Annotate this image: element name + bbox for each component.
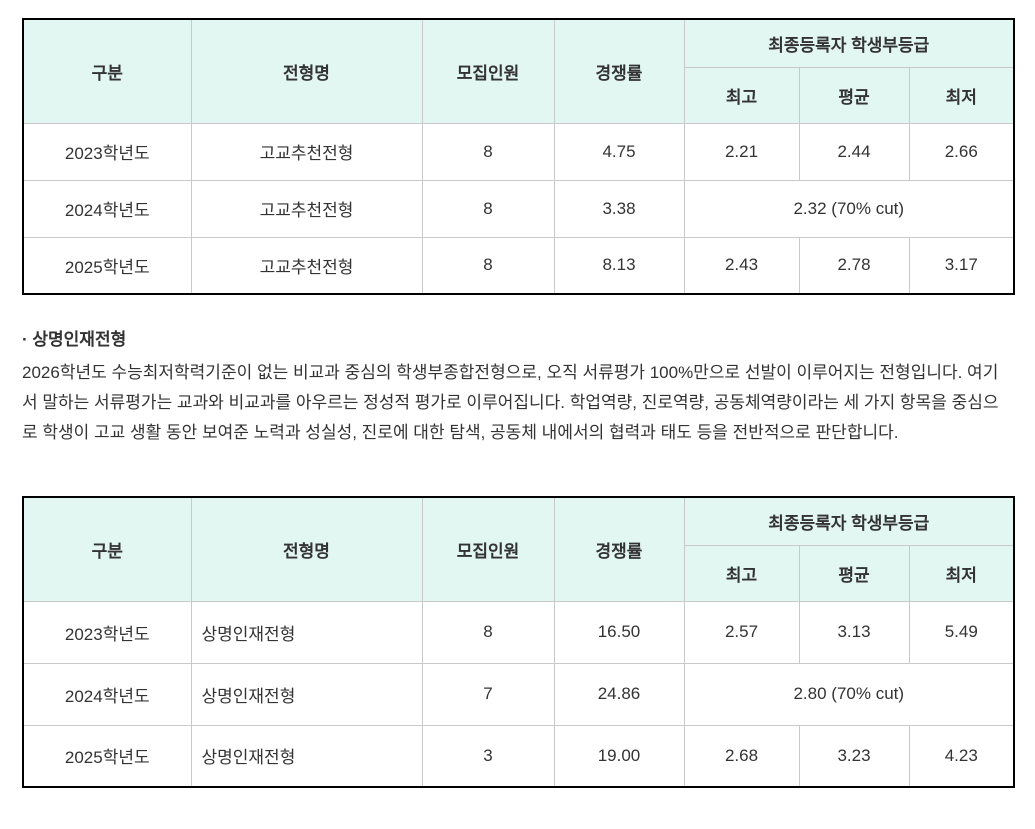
grade-merged-cell: 2.32 (70% cut)	[683, 179, 1015, 238]
header-category: 구분	[22, 18, 192, 124]
header-grade-high: 최고	[683, 544, 800, 602]
header-admission: 전형명	[190, 496, 423, 602]
table-row: 2023학년도 상명인재전형 8 16.50 2.57 3.13 5.49	[22, 600, 1015, 664]
admission-table-gyogyo: 구분 전형명 모집인원 경쟁률 최종등록자 학생부등급 최고 평균 최저 202…	[22, 18, 1016, 295]
header-grade-high: 최고	[683, 66, 800, 124]
year-cell: 2023학년도	[22, 600, 192, 664]
grade-avg-cell: 3.23	[798, 724, 910, 788]
header-quota: 모집인원	[421, 496, 555, 602]
grade-low-cell: 3.17	[908, 236, 1015, 295]
grade-low-cell: 4.23	[908, 724, 1015, 788]
table2-wrapper: 구분 전형명 모집인원 경쟁률 최종등록자 학생부등급 최고 평균 최저 202…	[22, 496, 1016, 788]
quota-cell: 8	[421, 122, 555, 181]
header-grade-low: 최저	[908, 66, 1015, 124]
ratio-cell: 19.00	[553, 724, 685, 788]
quota-cell: 7	[421, 662, 555, 726]
ratio-cell: 16.50	[553, 600, 685, 664]
quota-cell: 3	[421, 724, 555, 788]
table-row: 2024학년도 고교추천전형 8 3.38 2.32 (70% cut)	[22, 179, 1015, 238]
quota-cell: 8	[421, 236, 555, 295]
grade-avg-cell: 2.78	[798, 236, 910, 295]
header-grade-group: 최종등록자 학생부등급	[683, 496, 1015, 546]
content-area: 구분 전형명 모집인원 경쟁률 최종등록자 학생부등급 최고 평균 최저 202…	[22, 18, 1016, 788]
admission-cell: 고교추천전형	[190, 236, 423, 295]
table-row: 2025학년도 고교추천전형 8 8.13 2.43 2.78 3.17	[22, 236, 1015, 295]
header-ratio: 경쟁률	[553, 18, 685, 124]
quota-cell: 8	[421, 600, 555, 664]
header-category: 구분	[22, 496, 192, 602]
header-grade-avg: 평균	[798, 544, 910, 602]
ratio-cell: 8.13	[553, 236, 685, 295]
header-admission: 전형명	[190, 18, 423, 124]
year-cell: 2025학년도	[22, 236, 192, 295]
header-row-group: 구분 전형명 모집인원 경쟁률 최종등록자 학생부등급	[22, 496, 1015, 602]
grade-high-cell: 2.57	[683, 600, 800, 664]
grade-low-cell: 2.66	[908, 122, 1015, 181]
grade-merged-cell: 2.80 (70% cut)	[683, 662, 1015, 726]
section-paragraph: 2026학년도 수능최저학력기준이 없는 비교과 중심의 학생부종합전형으로, …	[22, 363, 999, 442]
grade-avg-cell: 2.44	[798, 122, 910, 181]
table-row: 2023학년도 고교추천전형 8 4.75 2.21 2.44 2.66	[22, 122, 1015, 181]
ratio-cell: 4.75	[553, 122, 685, 181]
grade-high-cell: 2.68	[683, 724, 800, 788]
admission-cell: 상명인재전형	[190, 724, 423, 788]
table-row: 2024학년도 상명인재전형 7 24.86 2.80 (70% cut)	[22, 662, 1015, 726]
header-row-sub: 최고 평균 최저	[23, 544, 1015, 602]
header-grade-group: 최종등록자 학생부등급	[683, 18, 1015, 68]
grade-high-cell: 2.21	[683, 122, 800, 181]
header-grade-low: 최저	[908, 544, 1015, 602]
section-heading: · 상명인재전형	[22, 330, 127, 349]
year-cell: 2023학년도	[22, 122, 192, 181]
admission-cell: 고교추천전형	[190, 122, 423, 181]
header-row-sub: 최고 평균 최저	[23, 66, 1015, 124]
admission-table-sangmyung: 구분 전형명 모집인원 경쟁률 최종등록자 학생부등급 최고 평균 최저 202…	[22, 496, 1016, 788]
grade-avg-cell: 3.13	[798, 600, 910, 664]
header-quota: 모집인원	[421, 18, 555, 124]
admission-cell: 상명인재전형	[190, 662, 423, 726]
table-row: 2025학년도 상명인재전형 3 19.00 2.68 3.23 4.23	[22, 724, 1015, 788]
header-grade-avg: 평균	[798, 66, 910, 124]
quota-cell: 8	[421, 179, 555, 238]
ratio-cell: 3.38	[553, 179, 685, 238]
year-cell: 2025학년도	[22, 724, 192, 788]
ratio-cell: 24.86	[553, 662, 685, 726]
header-ratio: 경쟁률	[553, 496, 685, 602]
grade-high-cell: 2.43	[683, 236, 800, 295]
admission-cell: 고교추천전형	[190, 179, 423, 238]
admission-cell: 상명인재전형	[190, 600, 423, 664]
year-cell: 2024학년도	[22, 179, 192, 238]
grade-low-cell: 5.49	[908, 600, 1015, 664]
year-cell: 2024학년도	[22, 662, 192, 726]
header-row-group: 구분 전형명 모집인원 경쟁률 최종등록자 학생부등급	[22, 18, 1015, 124]
